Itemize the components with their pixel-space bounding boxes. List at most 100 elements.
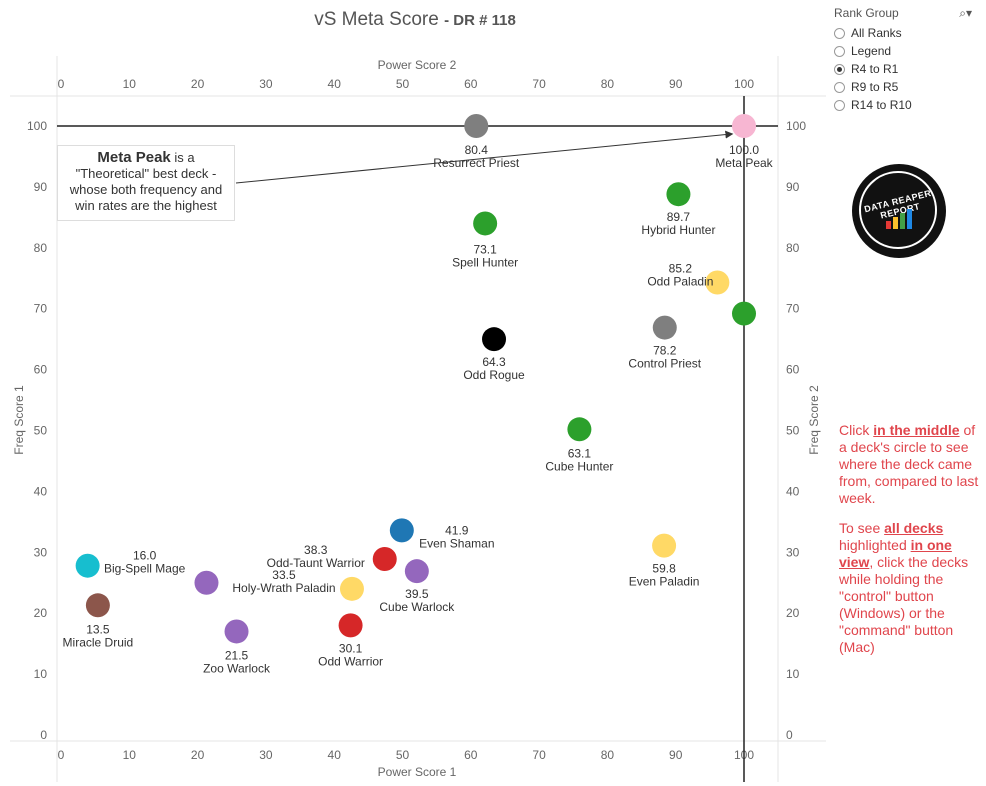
rank-group-filter: Rank Group ⌕▾ All Ranks Legend R4 to R1 R9 … (834, 6, 984, 114)
filter-option[interactable]: R9 to R5 (834, 78, 984, 96)
point-name-label: Spell Hunter (452, 255, 518, 269)
x2-tick-label: 40 (328, 77, 342, 91)
deck-point[interactable] (666, 182, 691, 207)
note-text: , click the decks while holding the "con… (839, 554, 969, 655)
deck-point[interactable] (567, 417, 592, 442)
chart-title-main: vS Meta Score (314, 9, 439, 30)
point-score-label: 73.1 (473, 242, 497, 256)
deck-point[interactable] (85, 593, 110, 618)
radio-button[interactable] (834, 63, 845, 75)
y-tick-label: 0 (40, 728, 47, 742)
x2-tick-label: 0 (58, 77, 65, 91)
deck-point[interactable] (75, 553, 100, 578)
annotation-bold: Meta Peak (97, 149, 171, 166)
point-score-label: 41.9 (445, 523, 469, 537)
point-score-label: 59.8 (652, 562, 676, 576)
x-tick-label: 70 (532, 748, 546, 762)
chart-title-sub: - DR # 118 (444, 12, 516, 29)
deck-point[interactable] (404, 559, 429, 584)
point-name-label: Meta Peak (715, 156, 773, 170)
note-text: To see (839, 520, 885, 536)
filter-option-label: Legend (851, 44, 892, 58)
deck-point[interactable] (732, 301, 756, 326)
filter-option[interactable]: R4 to R1 (834, 60, 984, 78)
chart-title: vS Meta Score - DR # 118 (250, 9, 580, 31)
x2-axis-title: Power Score 2 (378, 58, 457, 72)
filter-option-label: All Ranks (851, 26, 902, 40)
filter-option[interactable]: R14 to R10 (834, 96, 984, 114)
deck-point[interactable] (339, 576, 364, 601)
deck-point[interactable] (652, 533, 677, 558)
point-name-label: Hybrid Hunter (641, 223, 715, 237)
y-tick-label: 80 (34, 241, 48, 255)
deck-point[interactable] (389, 518, 414, 543)
deck-point[interactable] (464, 114, 489, 138)
y2-tick-label: 70 (786, 302, 800, 316)
deck-point[interactable] (372, 546, 397, 571)
x2-tick-label: 20 (191, 77, 205, 91)
deck-point[interactable] (473, 211, 498, 236)
deck-point[interactable] (338, 613, 363, 638)
x2-tick-label: 10 (123, 77, 137, 91)
radio-button[interactable] (834, 27, 845, 39)
x2-tick-label: 100 (734, 77, 754, 91)
magnifier-icon[interactable]: ⌕▾ (959, 6, 972, 20)
deck-point[interactable] (482, 327, 507, 352)
point-score-label: 39.5 (405, 587, 429, 601)
note-paragraph-2: To see all decks highlighted in one view… (839, 520, 984, 656)
x2-tick-label: 80 (601, 77, 615, 91)
logo-ring (859, 171, 937, 249)
meta-peak-annotation: Meta Peak is a "Theoretical" best deck -… (57, 145, 235, 221)
y2-tick-label: 10 (786, 667, 800, 681)
y-tick-label: 70 (34, 302, 48, 316)
filter-option[interactable]: Legend (834, 42, 984, 60)
y2-tick-label: 60 (786, 363, 800, 377)
y2-tick-label: 50 (786, 424, 800, 438)
x-tick-label: 10 (123, 748, 137, 762)
filter-option-label: R14 to R10 (851, 98, 912, 112)
annotation-arrow (235, 130, 734, 184)
annotation-rest: is a (170, 150, 195, 165)
point-score-label: 13.5 (86, 622, 110, 636)
radio-button[interactable] (834, 81, 845, 93)
deck-point[interactable] (224, 619, 249, 644)
x2-tick-label: 90 (669, 77, 683, 91)
y2-tick-label: 90 (786, 180, 800, 194)
deck-point[interactable] (194, 570, 219, 595)
x-tick-label: 30 (259, 748, 273, 762)
y-tick-label: 100 (27, 119, 47, 133)
y2-tick-label: 80 (786, 241, 800, 255)
instructions-note: Click in the middle of a deck's circle t… (839, 422, 984, 669)
radio-button[interactable] (834, 45, 845, 57)
point-name-label: Zoo Warlock (203, 661, 271, 675)
point-name-label: Control Priest (628, 357, 701, 371)
point-name-label: Big-Spell Mage (104, 562, 186, 576)
point-score-label: 64.3 (482, 355, 506, 369)
y2-tick-label: 100 (786, 119, 806, 133)
point-score-label: 33.5 (272, 568, 296, 582)
note-text: highlighted (839, 537, 911, 553)
deck-point[interactable] (652, 315, 677, 340)
annotation-line4: win rates are the highest (75, 198, 217, 213)
point-name-label: Even Paladin (629, 575, 700, 589)
data-reaper-logo: DATA REAPER REPORT (852, 164, 946, 258)
x-tick-label: 20 (191, 748, 205, 762)
point-name-label: Cube Warlock (379, 600, 455, 614)
point-score-label: 89.7 (667, 210, 691, 224)
annotation-line2: "Theoretical" best deck - (75, 166, 217, 181)
y-axis-title: Freq Score 1 (12, 385, 26, 455)
point-score-label: 30.1 (339, 641, 363, 655)
filter-option[interactable]: All Ranks (834, 24, 984, 42)
y-tick-label: 50 (34, 424, 48, 438)
point-name-label: Odd-Taunt Warrior (267, 556, 365, 570)
point-score-label: 21.5 (225, 648, 249, 662)
note-text: of a deck's circle to see where the deck… (839, 422, 979, 506)
deck-point[interactable] (732, 114, 756, 138)
deck-point[interactable] (705, 270, 730, 295)
note-paragraph-1: Click in the middle of a deck's circle t… (839, 422, 984, 507)
x2-tick-label: 30 (259, 77, 273, 91)
x2-tick-label: 50 (396, 77, 410, 91)
note-emphasis: all decks (884, 520, 944, 536)
radio-button[interactable] (834, 99, 845, 111)
